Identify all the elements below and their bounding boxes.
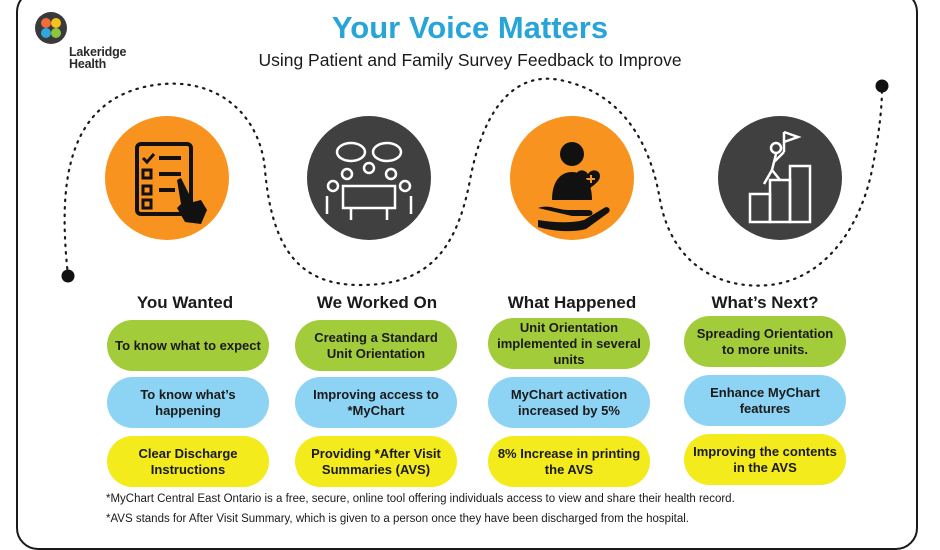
pill-we-worked-on-1: Creating a Standard Unit Orientation <box>295 320 457 371</box>
pill-we-worked-on-2: Improving access to *MyChart <box>295 377 457 428</box>
pill-what-happened-1: Unit Orientation implemented in several … <box>488 318 650 369</box>
pill-what-happened-2: MyChart activation increased by 5% <box>488 377 650 428</box>
heading-whats-next: What’s Next? <box>711 293 819 312</box>
footnote-avs: *AVS stands for After Visit Summary, whi… <box>106 513 689 525</box>
pill-we-worked-on-3: Providing *After Visit Summaries (AVS) <box>295 436 457 487</box>
pill-what-happened-3: 8% Increase in printing the AVS <box>488 436 650 487</box>
page-title: Your Voice Matters <box>331 10 609 45</box>
logo-text-line2: Health <box>69 57 107 71</box>
pill-whats-next-2: Enhance MyChart features <box>684 375 846 426</box>
patient-care-icon <box>538 142 610 232</box>
pill-you-wanted-2: To know what’s happening <box>107 377 269 428</box>
meeting-circle <box>307 116 431 240</box>
goal-stairs-circle <box>718 116 842 240</box>
logo-text-line1: Lakeridge <box>69 45 127 59</box>
goal-stairs-icon <box>748 130 812 224</box>
pill-you-wanted-1: To know what to expect <box>107 320 269 371</box>
heading-what-happened: What Happened <box>507 293 637 312</box>
checklist-icon <box>135 142 207 224</box>
pill-you-wanted-3: Clear Discharge Instructions <box>107 436 269 487</box>
pill-whats-next-3: Improving the contents in the AVS <box>684 434 846 485</box>
lakeridge-logo <box>35 12 67 44</box>
heading-you-wanted: You Wanted <box>136 293 234 312</box>
meeting-icon <box>325 141 413 220</box>
footnote-mychart: *MyChart Central East Ontario is a free,… <box>106 493 735 505</box>
pill-whats-next-1: Spreading Orientation to more units. <box>684 316 846 367</box>
heading-we-worked-on: We Worked On <box>316 293 438 312</box>
logo-text: Lakeridge Health <box>69 45 127 71</box>
page-subtitle: Using Patient and Family Survey Feedback… <box>258 50 682 70</box>
checklist-circle <box>105 116 229 240</box>
patient-care-circle <box>510 116 634 240</box>
